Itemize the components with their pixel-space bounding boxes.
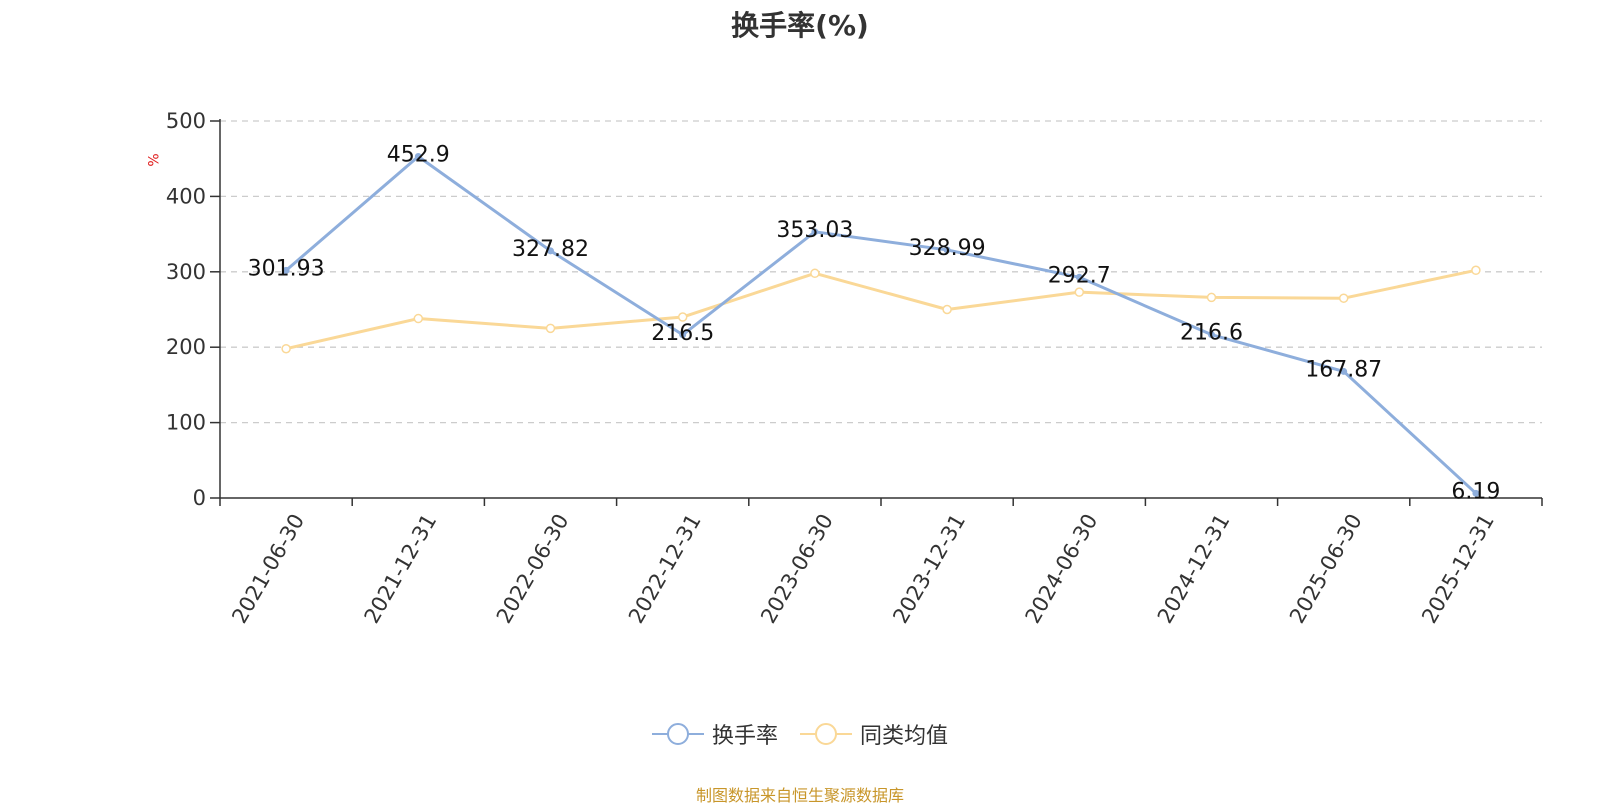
legend-turnover-marker-icon: [651, 723, 704, 745]
x-tick-label: 2023-12-31: [888, 510, 970, 628]
turnover-point: [679, 331, 687, 339]
x-tick-label: 2022-06-30: [492, 510, 574, 628]
data-label: 327.82: [512, 237, 589, 262]
data-label: 6.19: [1451, 479, 1500, 504]
series-line-0: [285, 155, 1477, 495]
data-label: 167.87: [1305, 357, 1382, 382]
data-label: 292.7: [1048, 263, 1111, 288]
turnover-point: [414, 153, 422, 161]
turnover-point: [547, 247, 554, 255]
legend-label-peer-average: 同类均值: [860, 724, 949, 749]
turnover-point: [1075, 273, 1083, 281]
peer-average-point: [1074, 287, 1085, 297]
peer-average-point: [810, 268, 820, 279]
x-tick-label: 2025-12-31: [1417, 510, 1499, 628]
legend: 换手率 同类均值: [0, 718, 1600, 750]
data-label: 301.93: [248, 256, 325, 281]
y-tick-label: 300: [166, 260, 206, 284]
y-tick-label: 400: [166, 184, 206, 208]
data-label: 328.99: [909, 236, 986, 261]
data-label: 216.6: [1180, 321, 1243, 346]
data-label: 353.03: [776, 218, 853, 243]
turnover-point: [1472, 489, 1480, 497]
y-tick-label: 500: [166, 109, 206, 133]
peer-average-point: [281, 343, 291, 354]
y-tick-label: 0: [193, 486, 206, 510]
data-label: 216.5: [651, 321, 714, 346]
x-tick-label: 2024-06-30: [1021, 510, 1103, 628]
x-tick-label: 2025-06-30: [1285, 510, 1367, 628]
peer-average-point: [677, 312, 688, 322]
peer-average-point: [1206, 292, 1217, 303]
y-tick-label: 200: [166, 335, 206, 359]
turnover-point: [1340, 367, 1348, 375]
line-chart: 0 100 200 300 400 500 2021-06-30 2021-12-31 2022…: [166, 109, 1543, 628]
legend-item-turnover[interactable]: 换手率: [651, 718, 778, 750]
x-tick-label: 2022-12-31: [624, 510, 706, 628]
x-tick-label: 2021-06-30: [227, 510, 309, 628]
y-tick-label: 100: [166, 411, 206, 435]
turnover-point: [943, 246, 951, 254]
turnover-point: [811, 228, 819, 236]
x-tick-label: 2023-06-30: [756, 510, 838, 628]
source-note: 制图数据来自恒生聚源数据库: [695, 786, 904, 805]
turnover-point: [1208, 331, 1215, 339]
x-tick-label: 2024-12-31: [1153, 510, 1235, 628]
peer-average-point: [942, 304, 952, 315]
series-line-1: [285, 268, 1477, 351]
peer-average-point: [1471, 265, 1481, 276]
legend-peer-average-marker-icon: [800, 723, 852, 745]
data-label: 452.9: [387, 143, 450, 168]
peer-average-point: [545, 323, 556, 334]
legend-item-peer-average[interactable]: 同类均值: [800, 718, 948, 750]
turnover-point: [282, 266, 290, 274]
legend-label-turnover: 换手率: [711, 724, 778, 749]
x-tick-label: 2021-12-31: [360, 510, 442, 628]
peer-average-point: [1338, 293, 1349, 303]
peer-average-point: [413, 313, 424, 324]
chart-title: 换手率(%): [731, 9, 869, 42]
